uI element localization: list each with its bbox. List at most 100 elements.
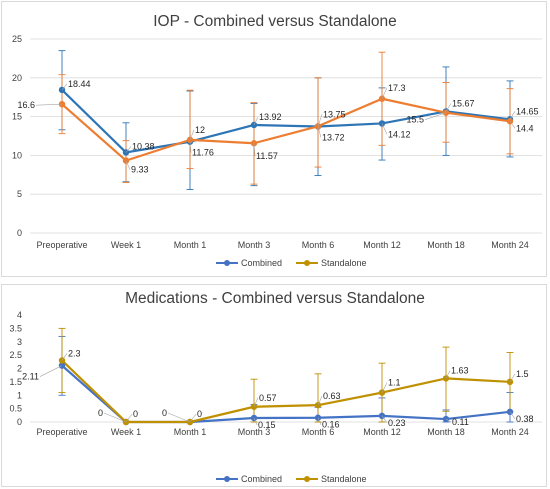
data-point-standalone <box>506 378 514 386</box>
x-tick-label: Month 24 <box>491 240 529 250</box>
x-tick-label: Month 1 <box>174 427 207 437</box>
data-label: 16.6 <box>17 100 35 110</box>
data-label: 1.1 <box>388 378 401 388</box>
label-leader-line <box>125 146 132 153</box>
data-label: 2.11 <box>22 372 39 382</box>
data-label: 13.92 <box>259 112 282 122</box>
iop-chart: IOP - Combined versus Standalone 0 5 10 15 2… <box>12 13 542 268</box>
chart-title: IOP - Combined versus Standalone <box>153 13 397 30</box>
label-leader-line <box>509 373 516 383</box>
x-tick-label: Week 1 <box>111 240 141 250</box>
y-tick-label: 0 <box>17 228 22 238</box>
data-label: 0.23 <box>388 418 406 428</box>
data-point-standalone <box>506 118 514 125</box>
legend-label: Combined <box>241 474 282 484</box>
y-tick-label: 2.5 <box>9 350 22 360</box>
x-tick-label: Month 12 <box>363 240 401 250</box>
label-leader-line <box>103 412 127 423</box>
data-label: 0.63 <box>323 391 341 401</box>
y-tick-label: 0.5 <box>9 404 22 414</box>
data-point-combined <box>58 362 66 369</box>
label-leader-line <box>381 123 388 135</box>
label-leader-line <box>381 415 388 424</box>
legend-item-combined: Combined <box>216 474 282 484</box>
label-leader-line <box>445 370 451 379</box>
data-label: 18.44 <box>68 79 91 89</box>
label-leader-line <box>509 111 516 120</box>
label-leader-line <box>253 417 258 426</box>
legend-item-combined: Combined <box>216 258 282 268</box>
data-label: 0 <box>98 408 103 418</box>
label-leader-line <box>253 116 259 126</box>
label-leader-line <box>424 112 447 121</box>
y-tick-label: 1 <box>17 390 22 400</box>
data-label: 14.4 <box>516 123 534 133</box>
data-label: 13.75 <box>323 109 346 119</box>
label-leader-line <box>125 160 131 170</box>
data-label: 0.57 <box>259 393 277 403</box>
data-point-combined <box>250 121 258 129</box>
legend-label: Standalone <box>321 474 367 484</box>
medications-chart: Medications - Combined versus Standalone… <box>9 290 542 484</box>
legend-item-standalone: Standalone <box>296 258 367 268</box>
y-tick-label: 25 <box>12 34 22 44</box>
x-tick-label: Month 3 <box>238 427 271 437</box>
data-label: 13.72 <box>322 133 345 143</box>
error-bar <box>314 77 322 168</box>
x-tick-label: Month 6 <box>302 240 335 250</box>
x-tick-label: Month 18 <box>427 240 465 250</box>
error-bar <box>186 89 194 170</box>
series-line-standalone <box>61 97 511 162</box>
x-tick-label: Month 3 <box>238 240 271 250</box>
label-leader-line <box>509 411 516 420</box>
y-tick-label: 4 <box>17 310 22 320</box>
chart-title: Medications - Combined versus Standalone <box>125 290 425 307</box>
data-label: 17.3 <box>388 83 406 93</box>
legend-label: Combined <box>241 258 282 268</box>
label-leader-line <box>317 126 322 138</box>
data-label: 0 <box>197 409 202 419</box>
data-point-combined <box>506 408 514 416</box>
data-label: 0 <box>162 408 167 418</box>
x-tick-label: Preoperative <box>36 240 87 250</box>
data-label: 0 <box>133 409 138 419</box>
label-leader-line <box>317 396 323 406</box>
y-tick-label: 10 <box>12 150 22 160</box>
data-label: 11.76 <box>192 148 214 158</box>
label-leader-line <box>445 418 452 423</box>
data-label: 12 <box>195 125 205 135</box>
x-tick-label: Week 1 <box>111 427 141 437</box>
data-point-standalone <box>314 401 322 409</box>
data-label: 1.5 <box>516 369 529 379</box>
data-label: 0.15 <box>258 420 276 430</box>
label-leader-line <box>253 397 259 407</box>
y-tick-label: 0 <box>17 417 22 427</box>
label-leader-line <box>167 412 191 423</box>
data-label: 15.5 <box>406 115 424 125</box>
label-leader-line <box>317 114 323 127</box>
label-leader-line <box>253 143 256 157</box>
x-tick-label: Month 18 <box>427 427 465 437</box>
x-tick-label: Month 6 <box>302 427 335 437</box>
data-label: 11.57 <box>256 151 278 161</box>
y-tick-label: 20 <box>12 73 22 83</box>
y-tick-label: 15 <box>12 112 22 122</box>
label-leader-line <box>35 103 63 106</box>
series-line-combined <box>61 89 511 154</box>
data-label: 2.3 <box>68 348 81 358</box>
x-tick-label: Preoperative <box>36 427 87 437</box>
y-tick-label: 2 <box>17 364 22 374</box>
data-label: 0.11 <box>452 417 469 427</box>
y-tick-label: 3 <box>17 337 22 347</box>
label-leader-line <box>317 417 322 425</box>
data-label: 15.67 <box>452 98 475 108</box>
data-label: 14.12 <box>388 129 411 139</box>
y-tick-label: 1.5 <box>9 377 22 387</box>
data-label: 10.38 <box>132 141 155 151</box>
data-point-standalone <box>378 389 386 396</box>
legend-label: Standalone <box>321 258 367 268</box>
data-label: 0.16 <box>322 420 340 430</box>
label-leader-line <box>189 129 195 140</box>
label-leader-line <box>381 382 388 393</box>
label-leader-line <box>125 413 133 423</box>
